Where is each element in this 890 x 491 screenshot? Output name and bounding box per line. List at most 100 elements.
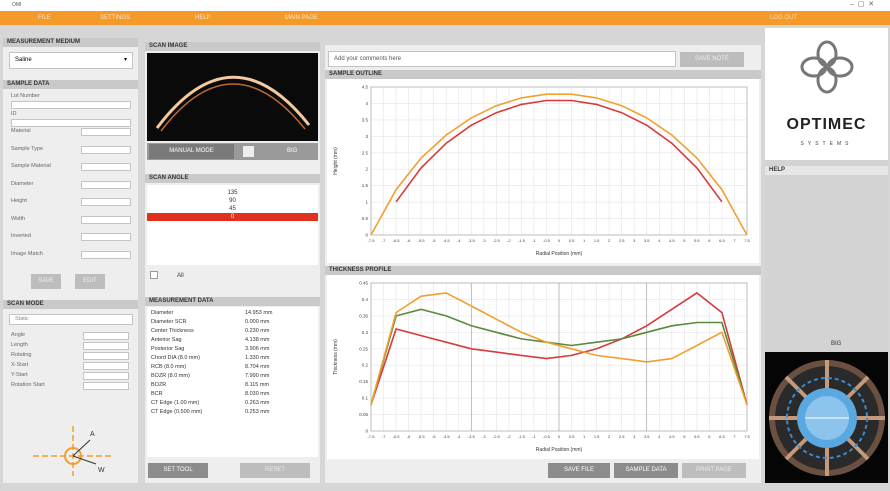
field-input[interactable] [83, 342, 129, 350]
y-tick-label: 0.35 [359, 313, 368, 318]
x-tick-label: -7 [382, 238, 386, 243]
x-tick-label: 5.5 [694, 434, 700, 439]
mode-dropdown[interactable]: Static [9, 314, 133, 325]
x-tick-label: 5 [683, 434, 686, 439]
measure-value: 1.330 mm [245, 355, 269, 361]
comment-input[interactable]: Add your comments here [328, 51, 676, 67]
field-label: Image Match [11, 251, 43, 257]
field-input[interactable] [81, 198, 131, 206]
title-bar: OMI – ▢ ✕ [0, 0, 890, 11]
x-tick-label: -1.5 [518, 434, 526, 439]
y-tick-label: 4 [365, 101, 368, 106]
size-toggle[interactable]: BIG [287, 148, 297, 154]
x-tick-label: 1.5 [594, 238, 600, 243]
x-tick-label: -4.5 [443, 238, 451, 243]
field-label: Width [11, 216, 25, 222]
footer-button[interactable]: SAMPLE DATA [614, 463, 678, 478]
all-checkbox[interactable] [150, 271, 158, 279]
chart-panel: Add your comments here SAVE NOTE SAMPLE … [325, 45, 761, 483]
measure-label: Center Thickness [151, 328, 194, 334]
brand-tagline: SYSTEMS [765, 141, 888, 147]
field-input[interactable] [81, 181, 131, 189]
x-tick-label: -1 [532, 238, 536, 243]
axis-label: A [90, 431, 95, 438]
logo: OPTIMEC SYSTEMS [765, 28, 888, 160]
chart-header: SAMPLE OUTLINE [325, 70, 761, 79]
field-input[interactable] [11, 119, 131, 127]
field-input[interactable] [83, 372, 129, 380]
y-tick-label: 1 [365, 200, 368, 205]
field-label: Material [11, 128, 31, 134]
field-input[interactable] [83, 382, 129, 390]
x-tick-label: 3 [633, 434, 636, 439]
set-tool-button[interactable]: SET TOOL [148, 463, 208, 478]
tool-icon[interactable] [243, 146, 254, 157]
size-toggle[interactable]: BIG [831, 341, 841, 347]
field-label: ID [11, 111, 17, 117]
footer-button[interactable]: PRINT PAGE [682, 463, 746, 478]
measure-value: 14.953 mm [245, 310, 273, 316]
field-label: Angle [11, 332, 25, 338]
y-tick-label: 0.3 [362, 330, 369, 335]
measure-value: 0.230 mm [245, 328, 269, 334]
measure-value: 4.138 mm [245, 337, 269, 343]
measurement-table: Diameter14.953 mmDiameter SCR0.000 mmCen… [147, 307, 318, 457]
window-controls[interactable]: – ▢ ✕ [850, 0, 874, 8]
x-tick-label: 2 [608, 434, 611, 439]
angle-row[interactable]: 90 [147, 197, 318, 205]
x-tick-label: -1 [532, 434, 536, 439]
field-input[interactable] [11, 101, 131, 109]
angle-row[interactable]: 135 [147, 189, 318, 197]
measure-label: Diameter SCR [151, 319, 186, 325]
x-tick-label: -7.5 [368, 238, 376, 243]
x-tick-label: 4.5 [669, 238, 675, 243]
reset-button[interactable]: RESET [240, 463, 310, 478]
x-tick-label: 2.5 [619, 238, 625, 243]
field-input[interactable] [81, 251, 131, 259]
x-tick-label: 4.5 [669, 434, 675, 439]
measure-value: 3.906 mm [245, 346, 269, 352]
menu-item[interactable]: MAIN PAGE [285, 15, 318, 21]
field-input[interactable] [81, 233, 131, 241]
x-tick-label: 7 [733, 434, 736, 439]
field-input[interactable] [83, 332, 129, 340]
menu-item[interactable]: FILE [38, 15, 51, 21]
x-tick-label: 6 [708, 238, 711, 243]
menu-item[interactable]: SETTINGS [100, 15, 130, 21]
field-input[interactable] [81, 146, 131, 154]
x-tick-label: 1 [583, 238, 586, 243]
save-note-button[interactable]: SAVE NOTE [680, 52, 744, 67]
measure-label: RCB (8.0 mm) [151, 364, 186, 370]
measure-label: CT Edge (0.500 mm) [151, 409, 202, 415]
angle-row[interactable]: 0 [147, 213, 318, 221]
menu-item[interactable]: HELP [195, 15, 211, 21]
medium-value: Saline [15, 57, 32, 63]
section-header: SCAN MODE [3, 300, 138, 309]
x-tick-label: -3 [482, 434, 486, 439]
x-tick-label: 7 [733, 238, 736, 243]
y-tick-label: 0.05 [359, 412, 368, 417]
angle-row[interactable]: 45 [147, 205, 318, 213]
angle-list: 13590450 [147, 185, 318, 265]
measure-value: 8.704 mm [245, 364, 269, 370]
field-input[interactable] [81, 128, 131, 136]
y-axis-label: Thickness (mm) [333, 339, 339, 375]
scan-image [147, 53, 318, 141]
y-tick-label: 3.5 [362, 117, 369, 122]
field-input[interactable] [83, 352, 129, 360]
x-tick-label: -6 [407, 238, 411, 243]
medium-dropdown[interactable]: Saline▾ [9, 52, 133, 69]
x-tick-label: -6.5 [393, 238, 401, 243]
x-tick-label: 1.5 [594, 434, 600, 439]
y-tick-label: 0.15 [359, 379, 368, 384]
x-tick-label: -5 [432, 434, 436, 439]
y-tick-label: 2.5 [362, 150, 369, 155]
field-input[interactable] [83, 362, 129, 370]
footer-button[interactable]: SAVE FILE [548, 463, 610, 478]
menu-right[interactable]: LOG OUT [770, 15, 797, 21]
manual-mode-button[interactable]: MANUAL MODE [149, 144, 234, 159]
edit-button[interactable]: EDIT [75, 274, 105, 289]
field-input[interactable] [81, 216, 131, 224]
save-button[interactable]: SAVE [31, 274, 61, 289]
field-input[interactable] [81, 163, 131, 171]
